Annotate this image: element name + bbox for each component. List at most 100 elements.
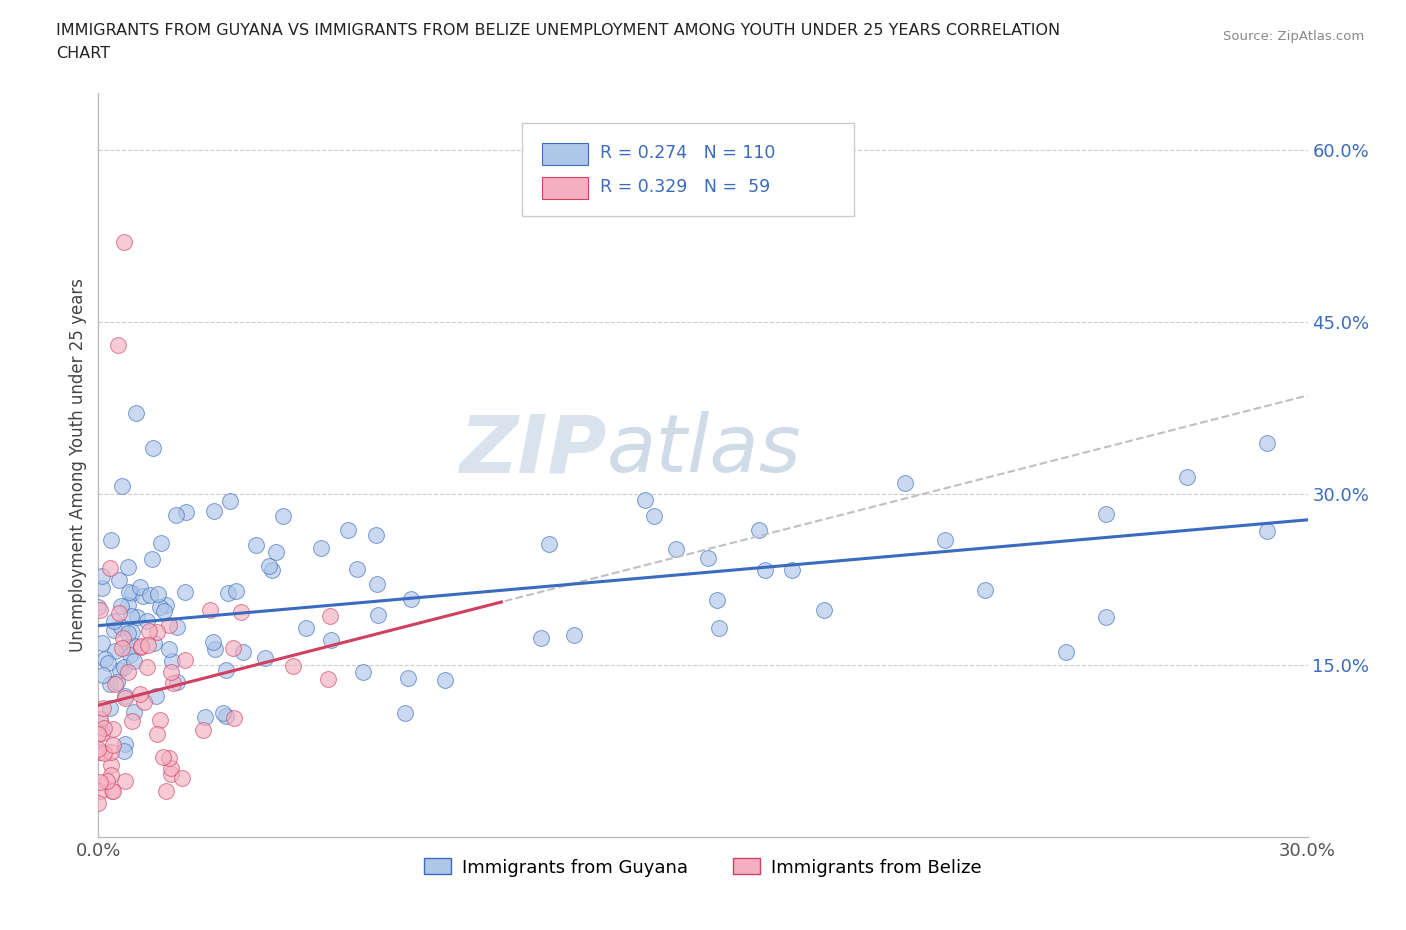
Point bbox=[114, 689, 136, 704]
Point bbox=[219, 493, 242, 508]
Point bbox=[222, 641, 245, 656]
Point bbox=[103, 614, 125, 629]
Point bbox=[91, 580, 114, 595]
FancyBboxPatch shape bbox=[522, 123, 855, 216]
Point bbox=[98, 677, 121, 692]
Point bbox=[215, 709, 238, 724]
Point bbox=[934, 532, 956, 547]
Point bbox=[100, 784, 122, 799]
Point bbox=[1095, 609, 1118, 624]
Point bbox=[128, 579, 150, 594]
Point bbox=[121, 625, 143, 640]
Point bbox=[122, 704, 145, 719]
Point bbox=[122, 638, 145, 653]
Point bbox=[165, 508, 187, 523]
Point bbox=[780, 563, 803, 578]
Point bbox=[132, 695, 155, 710]
Point bbox=[225, 584, 247, 599]
Point bbox=[259, 559, 281, 574]
Point bbox=[271, 509, 294, 524]
Point bbox=[105, 675, 128, 690]
Point bbox=[100, 533, 122, 548]
Point bbox=[224, 711, 246, 725]
Point bbox=[212, 705, 235, 720]
Point bbox=[107, 338, 129, 352]
Point bbox=[316, 671, 339, 686]
Point bbox=[264, 544, 287, 559]
Point bbox=[217, 586, 239, 601]
Point bbox=[665, 542, 688, 557]
Point bbox=[101, 721, 124, 736]
Point bbox=[87, 795, 110, 810]
Point bbox=[149, 536, 172, 551]
Point bbox=[118, 585, 141, 600]
Y-axis label: Unemployment Among Youth under 25 years: Unemployment Among Youth under 25 years bbox=[69, 278, 87, 652]
Point bbox=[149, 712, 172, 727]
Point bbox=[295, 620, 318, 635]
Text: Source: ZipAtlas.com: Source: ZipAtlas.com bbox=[1223, 30, 1364, 43]
Point bbox=[93, 721, 115, 736]
Point bbox=[319, 609, 342, 624]
Point bbox=[309, 541, 332, 556]
Point bbox=[98, 560, 121, 575]
Point bbox=[117, 560, 139, 575]
Point bbox=[103, 784, 125, 799]
Point bbox=[643, 509, 665, 524]
Point bbox=[139, 588, 162, 603]
Point bbox=[176, 505, 198, 520]
Point bbox=[893, 475, 915, 490]
Point bbox=[132, 589, 155, 604]
Point bbox=[1175, 470, 1198, 485]
Text: R = 0.329   N =  59: R = 0.329 N = 59 bbox=[600, 179, 770, 196]
Point bbox=[89, 603, 111, 618]
Point bbox=[813, 603, 835, 618]
Point bbox=[89, 775, 111, 790]
Point bbox=[89, 711, 111, 726]
Point bbox=[91, 725, 114, 740]
Point bbox=[108, 572, 131, 587]
Point bbox=[136, 613, 159, 628]
Point bbox=[152, 750, 174, 764]
Point bbox=[117, 665, 139, 680]
Point bbox=[433, 672, 456, 687]
Point bbox=[125, 406, 148, 421]
Point bbox=[142, 441, 165, 456]
Point bbox=[281, 658, 304, 673]
Point bbox=[562, 628, 585, 643]
Text: CHART: CHART bbox=[56, 46, 110, 61]
Point bbox=[110, 662, 132, 677]
Point bbox=[101, 738, 124, 753]
Point bbox=[96, 774, 118, 789]
Point bbox=[1256, 524, 1278, 538]
Point bbox=[366, 577, 388, 591]
Point bbox=[87, 741, 110, 756]
Point bbox=[89, 745, 111, 760]
Point bbox=[121, 713, 143, 728]
Point bbox=[321, 632, 343, 647]
Point bbox=[146, 727, 169, 742]
Point bbox=[89, 714, 111, 729]
Bar bbox=[543, 143, 588, 166]
Point bbox=[162, 675, 184, 690]
Point bbox=[110, 599, 132, 614]
Point bbox=[100, 758, 122, 773]
Point bbox=[91, 635, 114, 650]
Point bbox=[90, 568, 112, 583]
Point bbox=[138, 623, 160, 638]
Text: IMMIGRANTS FROM GUYANA VS IMMIGRANTS FROM BELIZE UNEMPLOYMENT AMONG YOUTH UNDER : IMMIGRANTS FROM GUYANA VS IMMIGRANTS FRO… bbox=[56, 23, 1060, 38]
Point bbox=[160, 766, 183, 781]
Point bbox=[974, 582, 997, 597]
Point bbox=[141, 551, 163, 566]
Point bbox=[155, 784, 177, 799]
Point bbox=[103, 623, 125, 638]
Point bbox=[146, 625, 169, 640]
Point bbox=[91, 701, 114, 716]
Point bbox=[129, 639, 152, 654]
Point bbox=[754, 563, 776, 578]
Point bbox=[111, 641, 134, 656]
Point bbox=[91, 668, 114, 683]
Point bbox=[93, 746, 115, 761]
Text: ZIP: ZIP bbox=[458, 411, 606, 489]
Point bbox=[157, 618, 180, 632]
Point bbox=[204, 642, 226, 657]
